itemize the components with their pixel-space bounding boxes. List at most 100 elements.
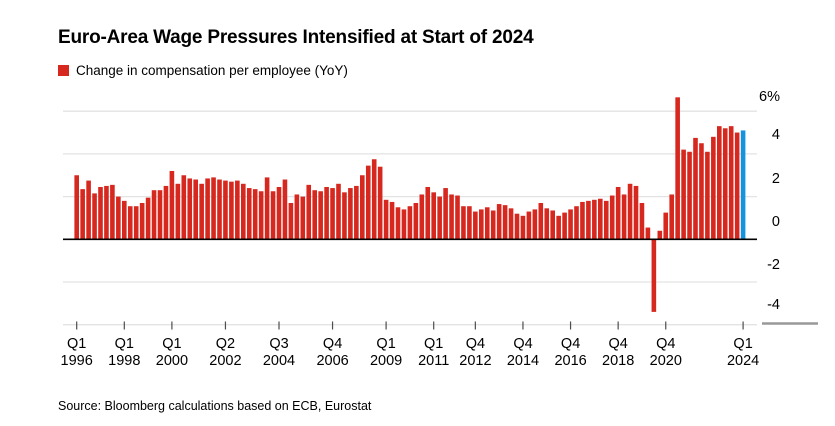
bar: [443, 188, 448, 240]
bar: [80, 189, 85, 240]
bar: [342, 192, 347, 240]
bar: [479, 209, 484, 240]
bar: [669, 194, 674, 240]
bar: [722, 128, 728, 240]
y-tick-label: 0: [771, 214, 780, 230]
bar: [550, 210, 555, 240]
bar: [586, 200, 591, 240]
bar: [621, 194, 627, 240]
x-tick-label: Q4 2016: [554, 336, 587, 369]
x-tick-label: Q1 2000: [155, 336, 189, 369]
bar: [163, 185, 169, 240]
bar: [687, 151, 692, 240]
bar: [580, 201, 585, 240]
bar: [574, 206, 579, 240]
bar: [615, 186, 621, 240]
y-tick-label: 4: [771, 127, 780, 143]
x-tick-label: Q4 2018: [602, 336, 635, 369]
bar: [86, 180, 91, 240]
bar: [104, 185, 109, 240]
bar: [728, 126, 734, 240]
bar: [151, 190, 157, 240]
bar: [294, 194, 300, 240]
bar: [490, 210, 496, 240]
bar: [92, 193, 97, 240]
x-tick-label: Q4 2014: [506, 336, 540, 369]
bar: [544, 208, 550, 240]
x-tick-label: Q4 2006: [316, 336, 349, 369]
bar: [371, 159, 377, 240]
bar: [98, 186, 103, 240]
bar: [461, 206, 466, 240]
bar: [276, 186, 282, 240]
bar: [413, 203, 419, 240]
bar: [175, 183, 181, 240]
bar: [401, 209, 407, 240]
bar: [169, 170, 175, 240]
bar: [645, 227, 651, 240]
bar: [300, 196, 306, 240]
bar: [264, 177, 270, 240]
source-note: Source: Bloomberg calculations based on …: [58, 399, 372, 413]
bar: [508, 208, 514, 240]
bar: [651, 239, 657, 312]
bar: [252, 189, 258, 240]
bar: [223, 180, 228, 240]
y-tick-label: -2: [767, 257, 780, 273]
bar: [181, 175, 187, 240]
bar: [568, 209, 573, 240]
bar: [318, 191, 323, 240]
bar: [258, 191, 264, 240]
legend-swatch-icon: [58, 65, 69, 76]
bar: [217, 179, 222, 240]
bar: [360, 175, 365, 240]
legend-label: Change in compensation per employee (YoY…: [76, 63, 348, 78]
bar: [455, 195, 460, 240]
x-tick-label: Q4 2020: [649, 336, 682, 369]
x-tick-label: Q3 2004: [262, 336, 296, 369]
x-tick-label: Q1 1998: [108, 336, 141, 369]
bar: [609, 195, 615, 240]
bar: [270, 191, 276, 240]
bar: [187, 178, 193, 240]
bar: [235, 180, 240, 240]
bar: [205, 178, 210, 240]
bar: [603, 200, 609, 240]
bar: [145, 197, 151, 240]
bar: [598, 198, 603, 240]
y-tick-label: 6%: [759, 89, 780, 105]
bar: [425, 186, 431, 240]
bar: [437, 196, 442, 240]
bar: [514, 213, 520, 240]
bar: [282, 179, 288, 240]
bar: [365, 165, 371, 240]
bar: [526, 211, 532, 240]
bar: [348, 188, 353, 240]
bar: [473, 211, 478, 240]
bar: [354, 185, 359, 240]
bar: [627, 183, 633, 240]
bar: [467, 206, 472, 240]
x-tick-label: Q1 2009: [369, 336, 403, 369]
bar: [419, 194, 425, 240]
bar: [711, 136, 716, 240]
bar: [431, 192, 436, 240]
bar: [122, 200, 127, 240]
bar: [395, 207, 401, 240]
bar: [199, 183, 204, 240]
bar: [681, 149, 686, 240]
bar: [592, 199, 597, 240]
bar: [657, 230, 663, 240]
bar: [556, 215, 561, 240]
bar: [383, 199, 389, 240]
bar: [705, 151, 710, 240]
bar: [639, 203, 645, 240]
bar: [133, 206, 139, 240]
bar: [127, 206, 133, 240]
bar: [211, 177, 216, 240]
x-tick-label: Q2 2002: [209, 336, 242, 369]
bar: [734, 132, 740, 240]
bar: [520, 215, 526, 240]
x-tick-label: Q1 1996: [60, 336, 93, 369]
